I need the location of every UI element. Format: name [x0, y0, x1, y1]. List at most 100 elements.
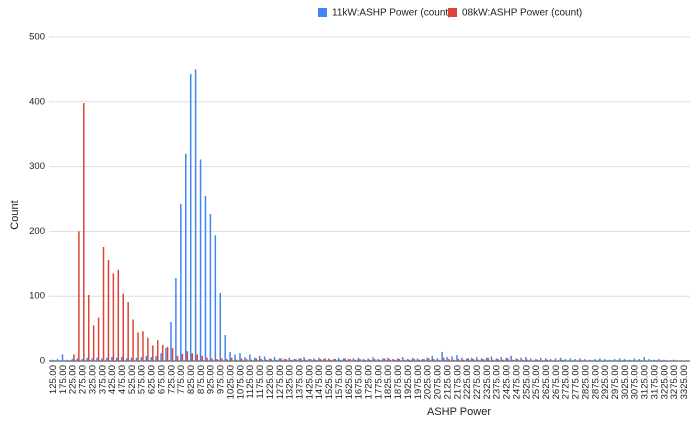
bar: [418, 359, 420, 361]
x-tick-label: 475.00: [117, 365, 128, 394]
bar: [609, 359, 611, 361]
x-tick-label: 975.00: [216, 365, 227, 394]
bar: [189, 73, 192, 361]
bar: [196, 354, 198, 361]
bar: [470, 357, 473, 361]
bar: [633, 358, 636, 361]
bar: [515, 358, 517, 361]
bar: [594, 359, 596, 361]
bar: [433, 359, 435, 361]
x-tick-label: 1775.00: [373, 365, 384, 399]
bar: [613, 359, 616, 361]
bar: [101, 358, 103, 361]
x-tick-label: 3175.00: [649, 365, 660, 399]
x-tick-label: 1725.00: [364, 365, 375, 399]
bar: [308, 359, 310, 361]
bar: [221, 358, 223, 361]
x-tick-label: 1825.00: [383, 365, 394, 399]
bar: [201, 355, 203, 361]
x-tick-label: 175.00: [58, 365, 69, 394]
bar: [71, 359, 74, 361]
x-tick-label: 2175.00: [452, 365, 463, 399]
x-tick-label: 1675.00: [354, 365, 365, 399]
bar: [73, 354, 75, 361]
bar: [456, 355, 458, 361]
x-tick-label: 3125.00: [640, 365, 651, 399]
bar: [249, 354, 251, 361]
bar: [551, 360, 553, 361]
x-tick-label: 2075.00: [433, 365, 444, 399]
bar: [185, 153, 187, 361]
x-tick-label: 2375.00: [492, 365, 503, 399]
bar: [401, 357, 404, 361]
bar: [160, 353, 162, 361]
bar: [56, 359, 59, 361]
bar: [497, 359, 499, 361]
bar: [299, 358, 302, 361]
bar: [561, 359, 563, 361]
bar: [482, 359, 484, 361]
bar: [171, 348, 174, 361]
x-tick-label: 1575.00: [334, 365, 345, 399]
bar: [314, 359, 317, 361]
bar: [147, 337, 149, 361]
bar: [130, 357, 133, 361]
bar: [525, 357, 527, 361]
bar: [260, 359, 263, 361]
bar: [234, 354, 236, 361]
bar: [554, 358, 557, 361]
x-tick-label: 2475.00: [511, 365, 522, 399]
bar: [176, 355, 179, 361]
bar: [423, 359, 425, 361]
bar: [447, 359, 450, 361]
bar: [638, 359, 641, 361]
x-tick-label: 2625.00: [541, 365, 552, 399]
bar: [323, 359, 325, 361]
y-tick-label: 200: [29, 226, 45, 237]
x-tick-label: 2575.00: [531, 365, 542, 399]
bar: [438, 359, 440, 361]
x-tick-label: 1275.00: [275, 365, 286, 399]
bar: [566, 360, 568, 361]
bar: [76, 358, 79, 361]
x-tick-label: 3325.00: [679, 365, 690, 399]
bar: [541, 360, 544, 361]
bar: [157, 340, 159, 361]
bar: [416, 358, 419, 361]
x-tick-label: 625.00: [147, 365, 158, 394]
x-tick-label: 575.00: [137, 365, 148, 394]
bar: [318, 357, 320, 361]
bar: [155, 355, 157, 361]
bar: [372, 357, 374, 361]
bar: [359, 359, 361, 361]
bar: [535, 359, 537, 361]
bar: [604, 359, 606, 361]
x-tick-label: 3025.00: [620, 365, 631, 399]
bar: [520, 357, 522, 361]
bar: [397, 358, 399, 361]
x-tick-label: 1975.00: [413, 365, 424, 399]
bar: [398, 359, 401, 361]
bar: [112, 273, 115, 361]
bar: [120, 357, 123, 361]
bar: [280, 358, 282, 361]
x-tick-label: 1425.00: [304, 365, 315, 399]
bar: [102, 246, 105, 361]
x-tick-label: 3225.00: [659, 365, 670, 399]
x-tick-label: 1625.00: [344, 365, 355, 399]
bar: [214, 235, 217, 361]
bar: [354, 359, 356, 361]
bar: [618, 358, 621, 361]
bar: [140, 357, 143, 361]
bar: [219, 292, 222, 361]
bar: [107, 259, 110, 361]
bar: [559, 357, 562, 361]
bar: [206, 357, 208, 361]
bar: [653, 359, 655, 361]
x-tick-label: 1125.00: [245, 365, 256, 399]
bar: [411, 357, 414, 361]
bar: [132, 319, 134, 361]
bar: [584, 359, 586, 361]
x-tick-label: 1525.00: [324, 365, 335, 399]
bar: [204, 195, 207, 361]
